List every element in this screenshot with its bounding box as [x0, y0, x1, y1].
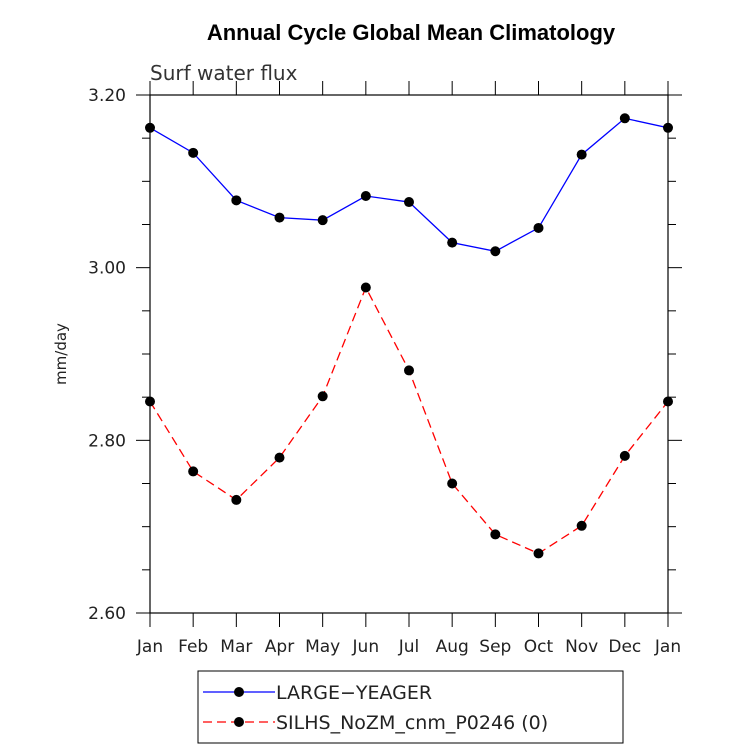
data-point: [533, 548, 544, 559]
data-point: [360, 191, 371, 202]
plot-frame: [149, 94, 669, 614]
x-tick-label: May: [305, 637, 340, 657]
y-tick-labels: 2.60 2.80 3.00 3.20: [88, 86, 126, 624]
y-tick-label: 3.20: [88, 86, 126, 106]
data-point: [360, 282, 371, 293]
data-point: [576, 149, 587, 160]
x-tick-label: Apr: [265, 637, 294, 657]
x-tick-label: Mar: [220, 637, 252, 657]
data-point: [317, 391, 328, 402]
data-point: [188, 147, 199, 158]
data-point: [447, 478, 458, 489]
x-tick-label: Dec: [608, 637, 641, 657]
data-point: [663, 396, 673, 407]
data-point: [490, 529, 501, 540]
y-axis-label: mm/day: [52, 323, 70, 385]
legend-marker: [234, 717, 244, 727]
data-point: [619, 450, 630, 461]
x-tick-label: Jan: [654, 637, 681, 657]
x-tick-label: Feb: [178, 637, 208, 657]
legend-label: LARGE−YEAGER: [276, 682, 432, 704]
x-tick-label: Jan: [136, 637, 163, 657]
legend: LARGE−YEAGER SILHS_NoZM_cnm_P0246 (0): [197, 670, 624, 744]
y-tick-label: 2.60: [88, 604, 126, 624]
chart-subtitle: Surf water flux: [150, 61, 298, 85]
x-tick-label: Nov: [565, 637, 598, 657]
axis-ticks: [136, 81, 682, 627]
chart-title: Annual Cycle Global Mean Climatology: [207, 20, 616, 45]
x-tick-labels: Jan Feb Mar Apr May Jun Jul Aug Sep Oct Nov Dec Jan: [136, 637, 681, 657]
data-point: [663, 122, 673, 133]
data-point: [274, 212, 285, 223]
x-tick-label: Jul: [398, 637, 420, 657]
data-point: [576, 520, 587, 531]
data-point: [188, 466, 199, 477]
legend-marker: [234, 687, 244, 697]
y-tick-label: 3.00: [88, 259, 126, 279]
series-lines: [149, 117, 669, 555]
data-point: [274, 452, 285, 463]
legend-label: SILHS_NoZM_cnm_P0246 (0): [276, 712, 548, 734]
x-tick-label: Jun: [352, 637, 380, 657]
data-point: [619, 113, 630, 124]
series-points: [145, 113, 673, 559]
data-point: [231, 494, 242, 505]
x-tick-label: Oct: [524, 637, 554, 657]
data-point: [404, 365, 414, 376]
data-point: [533, 222, 544, 233]
data-point: [231, 195, 242, 206]
data-point: [145, 122, 155, 133]
x-tick-label: Sep: [479, 637, 511, 657]
series-line: [149, 285, 669, 555]
y-tick-label: 2.80: [88, 431, 126, 451]
data-point: [317, 215, 328, 226]
x-tick-label: Aug: [436, 637, 469, 657]
legend-box: [197, 670, 624, 744]
data-point: [404, 197, 414, 208]
data-point: [447, 237, 458, 248]
data-point: [490, 246, 501, 257]
data-point: [145, 396, 155, 407]
series-line: [149, 117, 669, 252]
